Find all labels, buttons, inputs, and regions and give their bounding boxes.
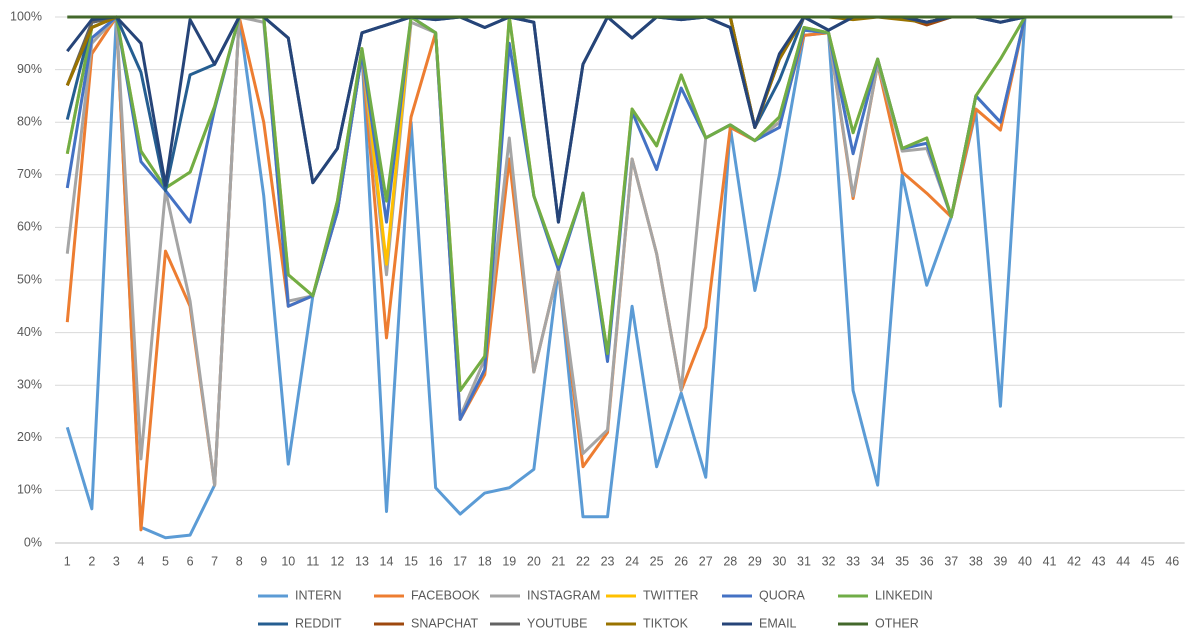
legend-label: INTERN (295, 588, 342, 602)
x-tick-label: 38 (969, 554, 983, 568)
x-tick-label: 14 (380, 554, 394, 568)
x-tick-label: 2 (88, 554, 95, 568)
x-tick-label: 23 (601, 554, 615, 568)
x-tick-label: 20 (527, 554, 541, 568)
y-tick-label: 90% (17, 62, 42, 76)
x-tick-label: 4 (137, 554, 144, 568)
x-tick-label: 27 (699, 554, 713, 568)
x-tick-label: 22 (576, 554, 590, 568)
x-tick-label: 43 (1092, 554, 1106, 568)
x-tick-label: 17 (453, 554, 467, 568)
legend-label: YOUTUBE (527, 616, 587, 630)
x-tick-label: 32 (822, 554, 836, 568)
legend-label: EMAIL (759, 616, 797, 630)
x-tick-label: 36 (920, 554, 934, 568)
legend-label: REDDIT (295, 616, 342, 630)
legend-label: FACEBOOK (411, 588, 480, 602)
x-tick-label: 12 (330, 554, 344, 568)
x-tick-label: 34 (871, 554, 885, 568)
legend-label: TIKTOK (643, 616, 689, 630)
x-tick-label: 24 (625, 554, 639, 568)
y-tick-label: 50% (17, 272, 42, 286)
x-tick-label: 10 (281, 554, 295, 568)
x-tick-label: 5 (162, 554, 169, 568)
x-tick-label: 30 (772, 554, 786, 568)
x-tick-label: 16 (429, 554, 443, 568)
y-tick-label: 40% (17, 325, 42, 339)
y-tick-label: 60% (17, 220, 42, 234)
legend-label: TWITTER (643, 588, 699, 602)
x-tick-label: 15 (404, 554, 418, 568)
x-tick-label: 39 (993, 554, 1007, 568)
x-tick-label: 37 (944, 554, 958, 568)
y-tick-label: 80% (17, 114, 42, 128)
x-tick-label: 26 (674, 554, 688, 568)
x-tick-label: 35 (895, 554, 909, 568)
series-line (65, 15, 1027, 392)
x-tick-label: 29 (748, 554, 762, 568)
x-tick-label: 25 (650, 554, 664, 568)
y-tick-label: 0% (24, 535, 42, 549)
legend-label: SNAPCHAT (411, 616, 479, 630)
y-tick-label: 100% (10, 9, 42, 23)
x-tick-label: 1 (64, 554, 71, 568)
x-tick-label: 9 (260, 554, 267, 568)
legend-label: QUORA (759, 588, 806, 602)
legend-label: INSTAGRAM (527, 588, 600, 602)
x-tick-label: 28 (723, 554, 737, 568)
x-tick-label: 7 (211, 554, 218, 568)
y-tick-label: 30% (17, 377, 42, 391)
y-tick-label: 20% (17, 430, 42, 444)
x-tick-label: 11 (306, 554, 319, 568)
x-tick-label: 6 (187, 554, 194, 568)
x-tick-label: 41 (1043, 554, 1057, 568)
legend-label: OTHER (875, 616, 919, 630)
y-tick-label: 10% (17, 483, 42, 497)
y-tick-label: 70% (17, 167, 42, 181)
x-tick-label: 21 (551, 554, 565, 568)
x-tick-label: 18 (478, 554, 492, 568)
x-tick-label: 40 (1018, 554, 1032, 568)
legend-label: LINKEDIN (875, 588, 933, 602)
series-line (65, 15, 1027, 487)
x-tick-label: 31 (797, 554, 811, 568)
x-tick-label: 13 (355, 554, 369, 568)
x-tick-label: 19 (502, 554, 516, 568)
x-tick-label: 33 (846, 554, 860, 568)
x-tick-label: 3 (113, 554, 120, 568)
x-tick-label: 45 (1141, 554, 1155, 568)
x-tick-label: 46 (1165, 554, 1179, 568)
x-tick-label: 8 (236, 554, 243, 568)
x-tick-label: 42 (1067, 554, 1081, 568)
x-tick-label: 44 (1116, 554, 1130, 568)
